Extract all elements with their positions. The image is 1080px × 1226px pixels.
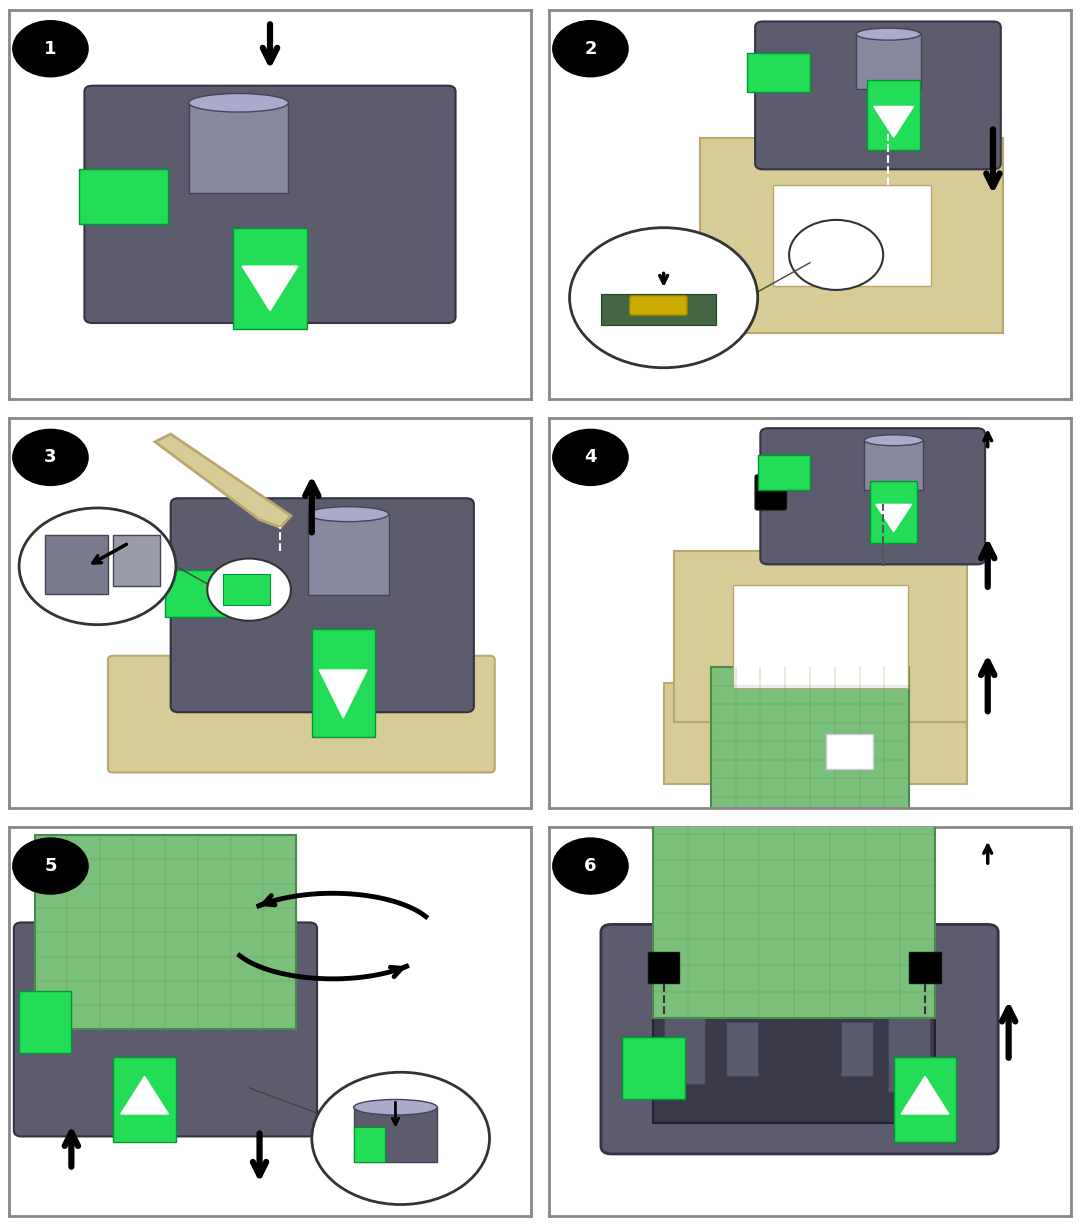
Bar (622, 1037, 685, 1100)
Bar (653, 808, 935, 1018)
Bar (841, 1021, 873, 1076)
Polygon shape (901, 1076, 949, 1114)
Text: 4: 4 (584, 449, 597, 466)
Circle shape (207, 559, 291, 620)
Bar (165, 570, 239, 617)
Polygon shape (242, 266, 298, 310)
Bar (653, 998, 935, 1123)
Ellipse shape (189, 93, 288, 112)
Bar (747, 53, 810, 92)
FancyBboxPatch shape (108, 656, 495, 772)
Ellipse shape (353, 1100, 437, 1114)
Polygon shape (320, 669, 367, 718)
Bar (867, 80, 920, 150)
Bar (648, 951, 679, 983)
Bar (233, 228, 307, 329)
Bar (727, 1021, 758, 1076)
Bar (113, 536, 160, 586)
Bar (663, 1014, 705, 1084)
Ellipse shape (308, 506, 389, 522)
Bar (353, 1107, 437, 1162)
Circle shape (789, 219, 883, 289)
Bar (353, 1127, 384, 1162)
Bar (45, 536, 108, 593)
Circle shape (553, 839, 629, 894)
Polygon shape (876, 504, 912, 532)
FancyBboxPatch shape (755, 474, 786, 510)
Text: 1: 1 (44, 39, 57, 58)
Bar (773, 185, 931, 286)
FancyBboxPatch shape (600, 924, 998, 1154)
Bar (864, 440, 923, 490)
Bar (79, 169, 168, 224)
Bar (35, 835, 296, 1030)
Bar (674, 550, 967, 722)
Circle shape (19, 508, 176, 625)
Bar (700, 139, 1003, 332)
Bar (222, 574, 270, 606)
FancyBboxPatch shape (84, 86, 456, 322)
Bar (893, 1057, 957, 1143)
Polygon shape (874, 107, 914, 137)
Circle shape (13, 21, 89, 77)
Text: 5: 5 (44, 857, 57, 875)
Bar (826, 733, 873, 769)
Bar (732, 585, 908, 688)
FancyBboxPatch shape (171, 498, 474, 712)
Bar (308, 514, 389, 595)
Bar (189, 103, 288, 192)
Ellipse shape (856, 28, 920, 40)
FancyBboxPatch shape (760, 428, 985, 564)
Polygon shape (121, 1076, 168, 1114)
Bar (600, 294, 716, 325)
Bar (312, 629, 375, 738)
FancyBboxPatch shape (630, 295, 687, 315)
Circle shape (13, 839, 89, 894)
Circle shape (569, 228, 758, 368)
FancyBboxPatch shape (14, 922, 318, 1137)
Bar (711, 667, 909, 815)
Circle shape (312, 1073, 489, 1204)
Text: 2: 2 (584, 39, 597, 58)
Bar (113, 1057, 176, 1143)
Circle shape (553, 21, 629, 77)
Ellipse shape (864, 435, 923, 446)
Bar (663, 683, 967, 785)
Text: 3: 3 (44, 449, 57, 466)
Bar (856, 34, 920, 88)
Circle shape (553, 429, 629, 485)
Bar (889, 1014, 930, 1091)
Bar (909, 951, 941, 983)
FancyBboxPatch shape (755, 22, 1001, 169)
Bar (870, 481, 917, 543)
Bar (19, 991, 71, 1053)
Text: 6: 6 (584, 857, 597, 875)
Polygon shape (156, 434, 291, 527)
Circle shape (13, 429, 89, 485)
Bar (758, 455, 810, 490)
